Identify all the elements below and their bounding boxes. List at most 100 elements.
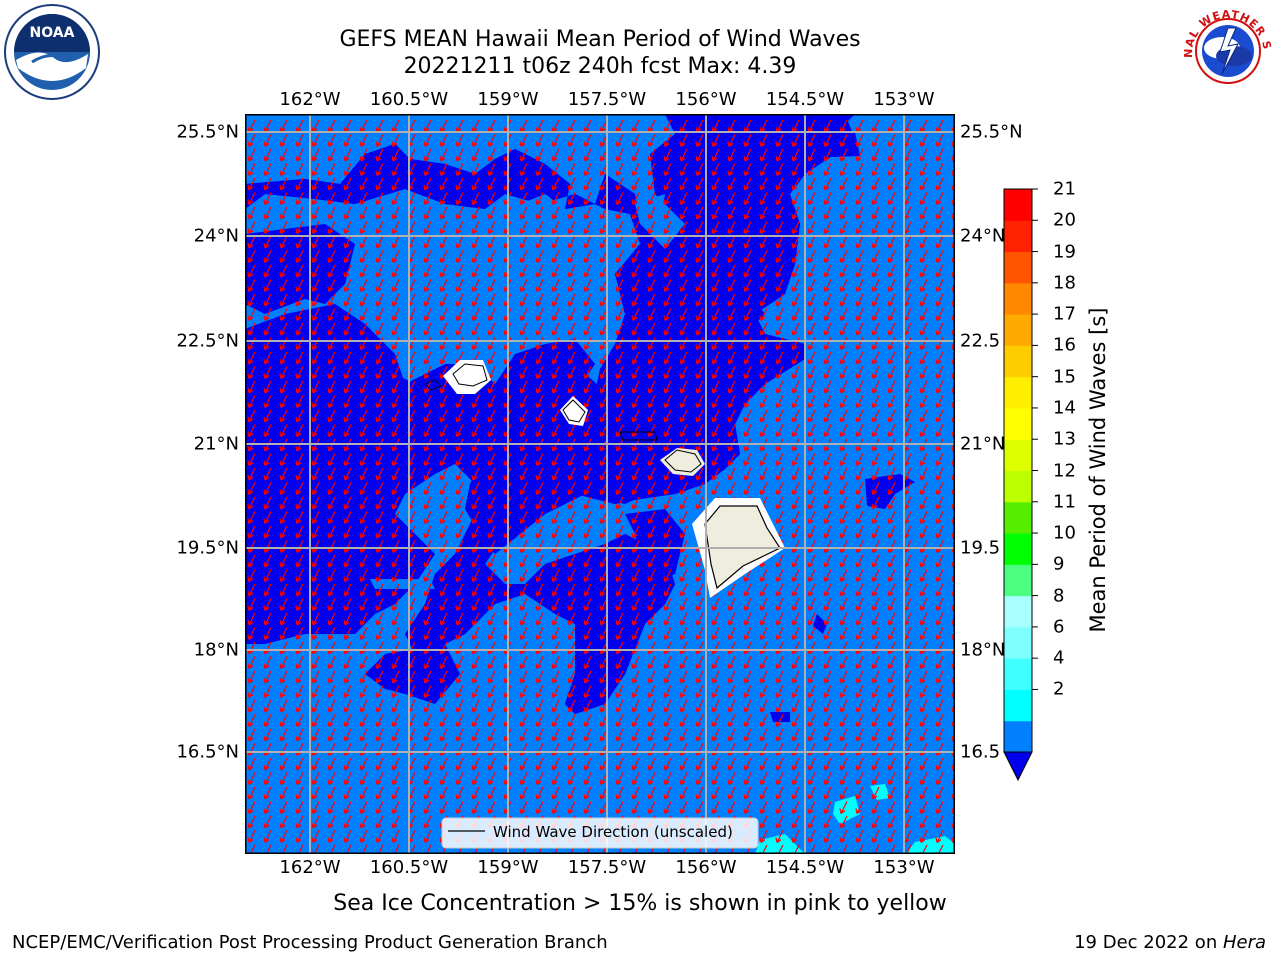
wave-direction-arrow: [567, 250, 576, 263]
wave-direction-arrow: [615, 583, 624, 597]
wave-direction-arrow: [279, 699, 288, 713]
wave-direction-arrow: [711, 627, 720, 640]
lat-tick-right: 21°N: [960, 433, 1006, 455]
wave-direction-arrow: [791, 453, 800, 466]
wave-direction-arrow: [455, 772, 464, 785]
wave-direction-arrow: [823, 163, 832, 176]
wave-direction-arrow: [327, 583, 336, 597]
lat-tick-left: 21°N: [193, 433, 239, 455]
wave-direction-arrow: [695, 163, 704, 176]
wave-direction-arrow: [423, 554, 432, 568]
wave-direction-arrow: [887, 337, 896, 350]
wave-direction-arrow: [247, 757, 256, 771]
wave-direction-arrow: [423, 424, 432, 437]
wave-direction-arrow: [583, 699, 592, 713]
wave-direction-arrow: [695, 583, 704, 597]
wave-direction-arrow: [439, 409, 448, 423]
wave-direction-arrow: [471, 583, 480, 597]
wave-direction-arrow: [919, 279, 928, 292]
lon-tick-bottom: 154.5°W: [765, 857, 845, 878]
wave-direction-arrow: [359, 380, 368, 394]
wave-direction-arrow: [279, 467, 288, 481]
wave-direction-arrow: [839, 685, 848, 698]
wave-direction-arrow: [775, 337, 784, 350]
wave-direction-arrow: [583, 395, 592, 408]
wave-direction-arrow: [743, 264, 752, 278]
wave-direction-arrow: [935, 554, 944, 568]
wave-direction-arrow: [855, 177, 864, 191]
lat-tick-right: 25.5°N: [960, 121, 1023, 143]
wave-direction-arrow: [823, 177, 832, 191]
wave-direction-arrow: [647, 235, 656, 249]
colorbar-cell: [1004, 470, 1032, 503]
wave-direction-arrow: [775, 757, 784, 771]
wave-direction-arrow: [487, 554, 496, 568]
wave-direction-arrow: [855, 395, 864, 408]
wave-direction-arrow: [807, 192, 816, 205]
wave-direction-arrow: [615, 250, 624, 263]
wave-direction-arrow: [455, 714, 464, 727]
wave-direction-arrow: [631, 467, 640, 481]
wave-direction-arrow: [487, 757, 496, 771]
wave-direction-arrow: [871, 337, 880, 350]
wave-direction-arrow: [935, 366, 944, 379]
wave-direction-arrow: [791, 699, 800, 713]
wave-direction-arrow: [263, 496, 272, 510]
wave-direction-arrow: [295, 395, 304, 408]
wave-direction-arrow: [471, 656, 480, 669]
wave-direction-arrow: [743, 206, 752, 220]
wave-direction-arrow: [551, 627, 560, 640]
wave-direction-arrow: [663, 598, 672, 611]
wave-direction-arrow: [807, 656, 816, 669]
wave-direction-arrow: [807, 598, 816, 611]
wave-direction-arrow: [311, 830, 320, 843]
wave-direction-arrow: [391, 670, 400, 684]
wave-direction-arrow: [471, 395, 480, 408]
wave-direction-arrow: [327, 525, 336, 539]
wave-direction-arrow: [791, 337, 800, 350]
wave-direction-arrow: [519, 714, 528, 727]
wave-direction-arrow: [455, 163, 464, 176]
wave-direction-arrow: [295, 163, 304, 176]
wave-direction-arrow: [791, 772, 800, 785]
wave-direction-arrow: [647, 351, 656, 365]
wave-direction-arrow: [311, 627, 320, 640]
wave-direction-arrow: [647, 221, 656, 234]
wave-direction-arrow: [423, 467, 432, 481]
wave-direction-arrow: [663, 786, 672, 800]
wave-direction-arrow: [679, 627, 688, 640]
wave-direction-arrow: [391, 134, 400, 147]
wave-direction-arrow: [487, 612, 496, 626]
wave-direction-arrow: [775, 250, 784, 263]
wave-direction-arrow: [791, 134, 800, 147]
wave-direction-arrow: [663, 134, 672, 147]
wave-direction-arrow: [263, 699, 272, 713]
wave-direction-arrow: [855, 482, 864, 495]
wave-direction-arrow: [391, 177, 400, 191]
wave-direction-arrow: [935, 424, 944, 437]
wave-direction-arrow: [887, 366, 896, 379]
wave-direction-arrow: [919, 772, 928, 785]
wave-direction-arrow: [807, 801, 816, 814]
wave-direction-arrow: [807, 395, 816, 408]
wave-direction-arrow: [647, 598, 656, 611]
wave-direction-arrow: [519, 757, 528, 771]
wave-direction-arrow: [247, 627, 256, 640]
wave-direction-arrow: [439, 250, 448, 263]
wave-direction-arrow: [615, 714, 624, 727]
wave-direction-arrow: [375, 656, 384, 669]
wave-direction-arrow: [311, 554, 320, 568]
wave-direction-arrow: [935, 670, 944, 684]
wave-direction-arrow: [839, 714, 848, 727]
wave-direction-arrow: [711, 163, 720, 176]
wave-direction-arrow: [711, 612, 720, 626]
wave-direction-arrow: [519, 627, 528, 640]
wave-direction-arrow: [391, 583, 400, 597]
wave-direction-arrow: [311, 264, 320, 278]
wave-direction-arrow: [871, 264, 880, 278]
wave-direction-arrow: [311, 148, 320, 162]
wave-direction-arrow: [695, 308, 704, 321]
wave-direction-arrow: [327, 482, 336, 495]
wave-direction-arrow: [871, 612, 880, 626]
wave-direction-arrow: [343, 670, 352, 684]
